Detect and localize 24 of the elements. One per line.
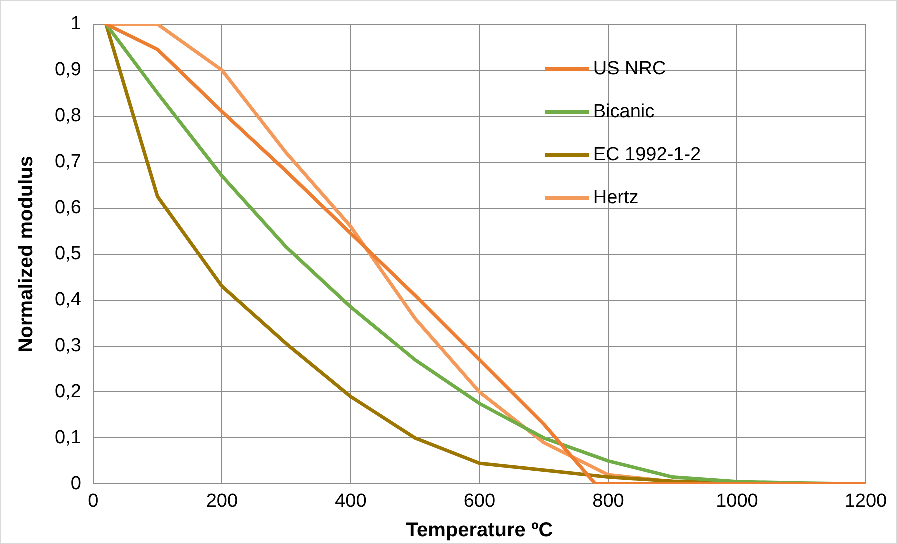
y-tick-label: 0,5	[54, 244, 82, 265]
x-tick-label: 0	[88, 490, 99, 512]
x-tick-label: 800	[592, 490, 624, 512]
y-tick-label: 0,2	[54, 381, 82, 402]
x-tick-label: 600	[464, 490, 496, 512]
y-tick-label: 0,3	[54, 335, 82, 356]
x-tick-label: 200	[206, 490, 238, 512]
y-tick-label: 0,8	[54, 106, 82, 127]
y-tick-label: 0,9	[54, 60, 82, 81]
x-axis-title: Temperature ºC	[406, 520, 554, 542]
legend-label: EC 1992-1-2	[593, 144, 702, 166]
y-tick-label: 1	[70, 14, 82, 35]
y-tick-label: 0,4	[54, 290, 82, 311]
x-tick-label: 400	[335, 490, 367, 512]
y-axis-title: Normalized modulus	[16, 156, 38, 353]
x-tick-label: 1000	[716, 490, 758, 512]
legend-label: Bicanic	[593, 102, 655, 123]
legend-label: US NRC	[593, 58, 666, 80]
x-tick-label: 1200	[844, 490, 888, 512]
y-tick-label: 0,6	[54, 198, 82, 219]
y-tick-label: 0	[70, 473, 82, 494]
legend-label: Hertz	[593, 188, 639, 209]
y-tick-label: 0,1	[54, 427, 82, 448]
y-tick-label: 0,7	[54, 152, 82, 173]
